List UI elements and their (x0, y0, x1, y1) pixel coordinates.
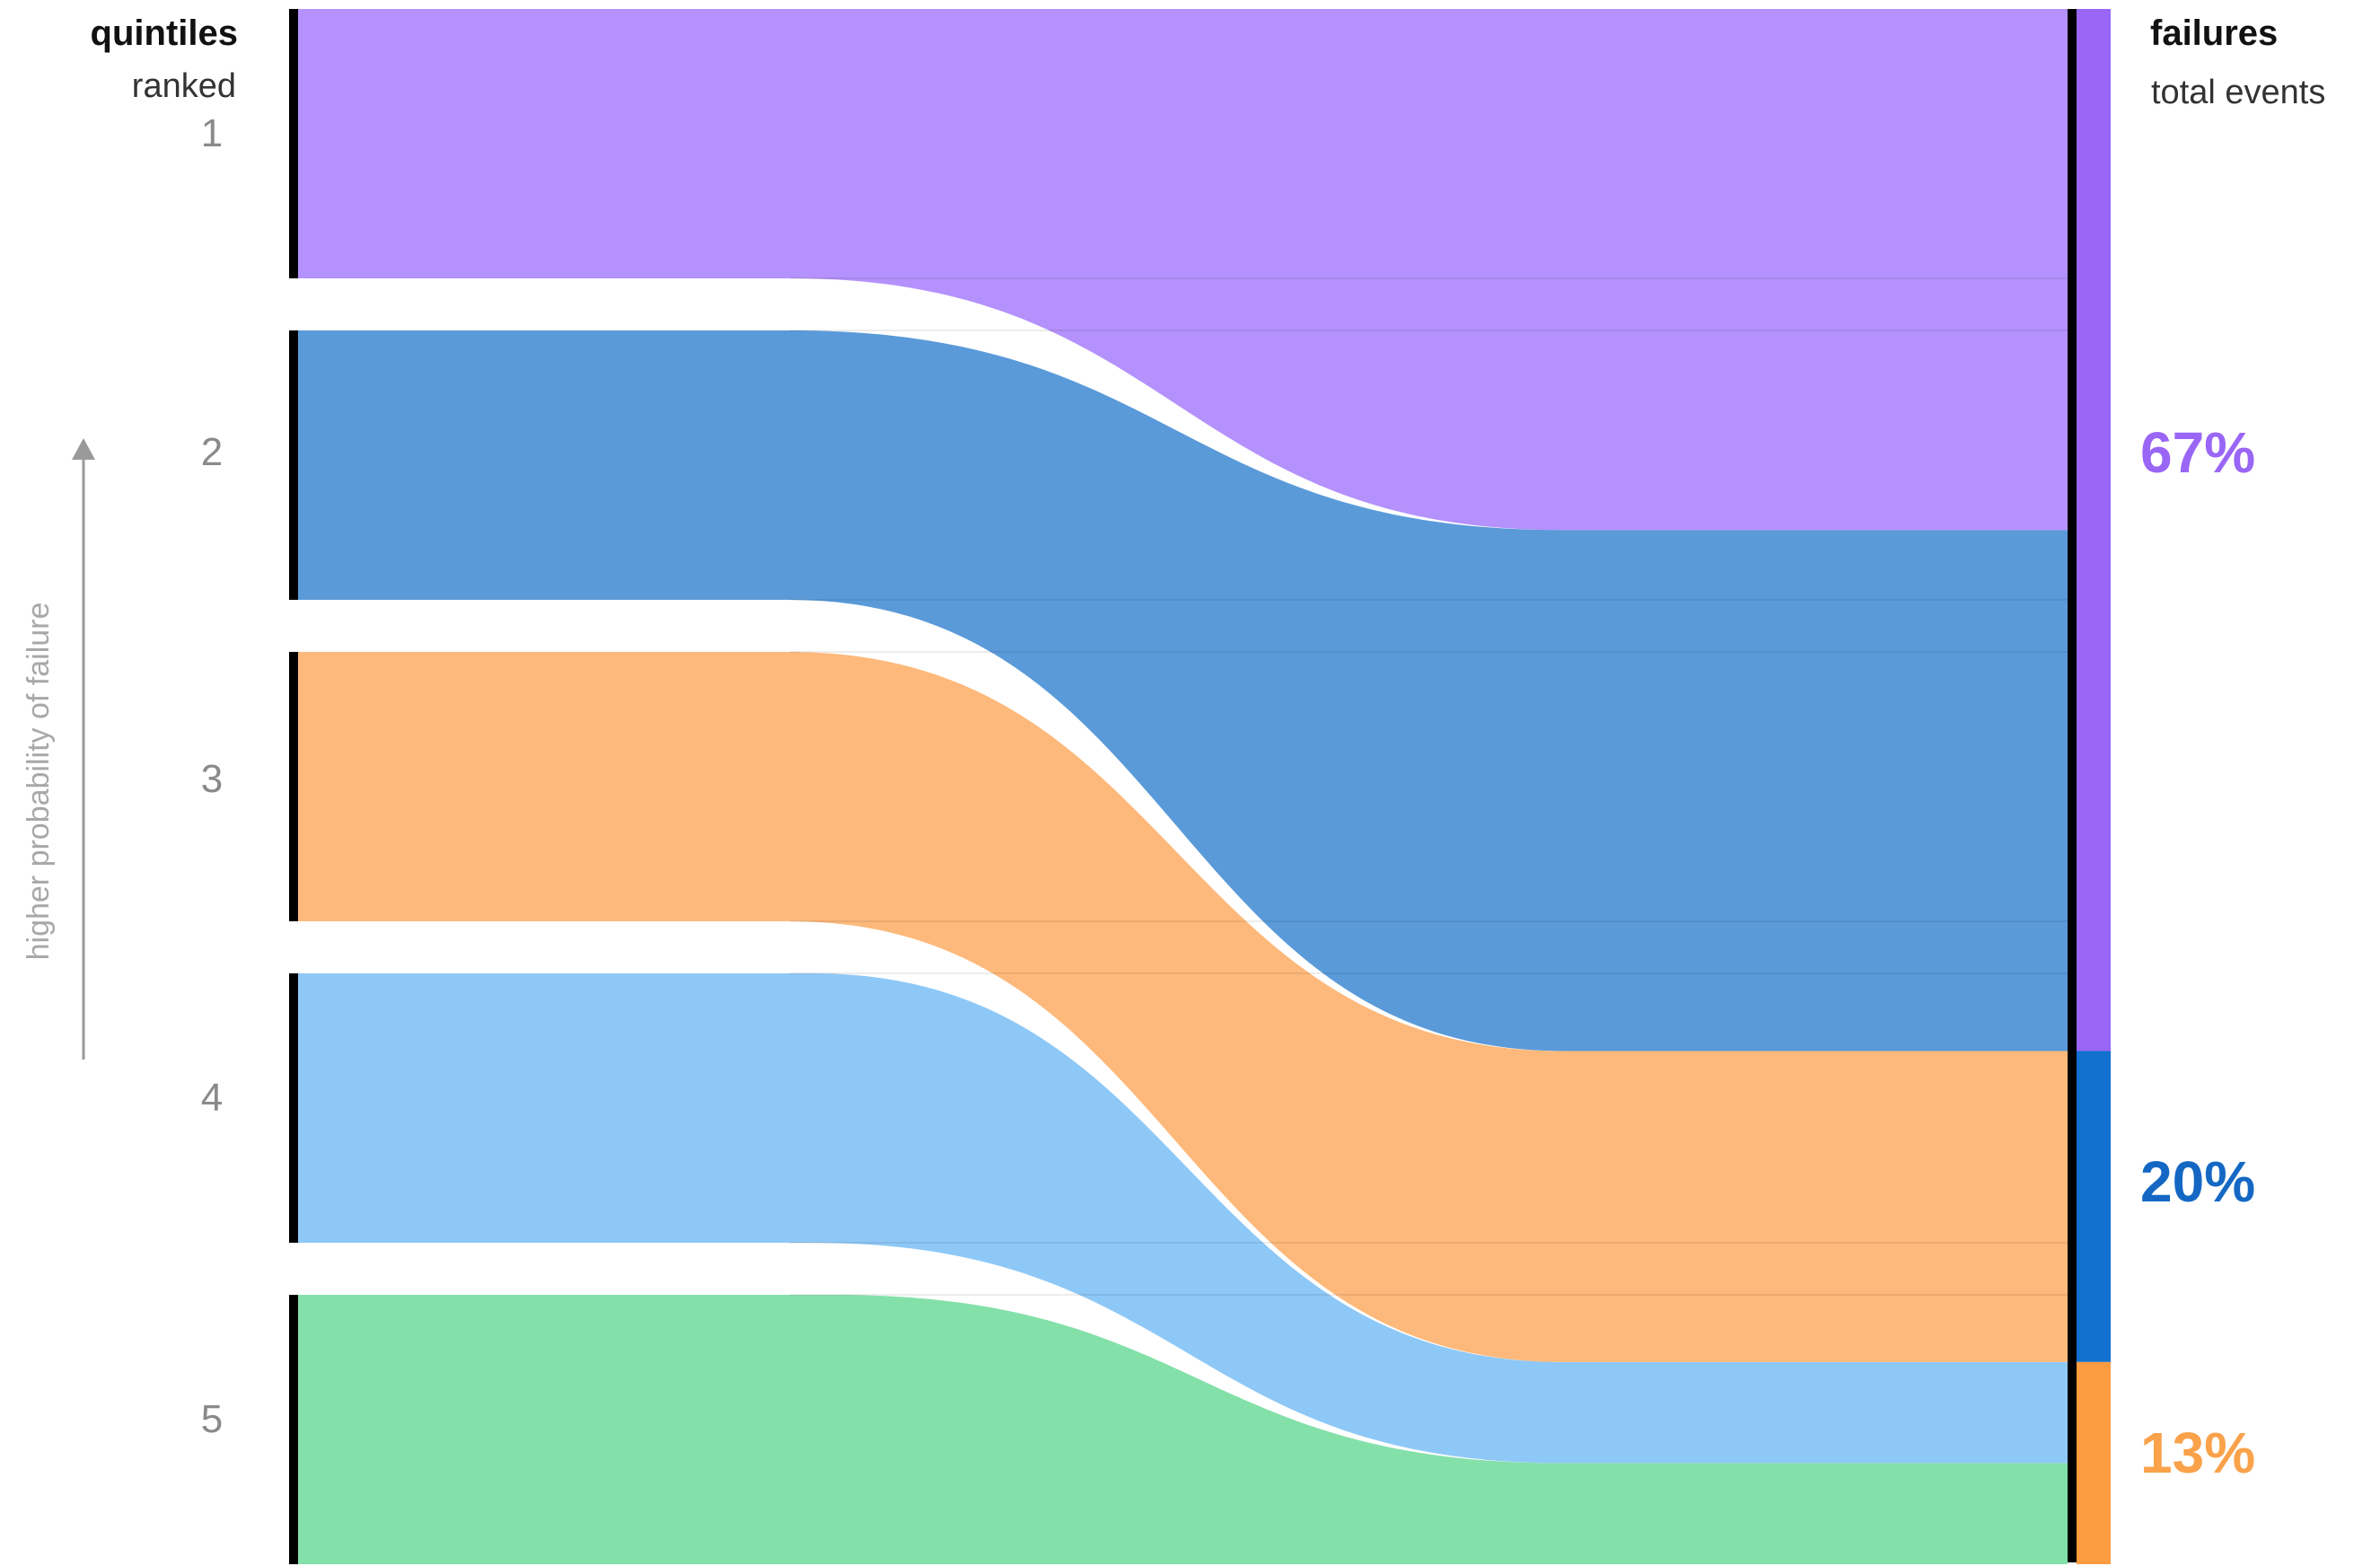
outcome-label-20: 20% (2140, 1149, 2255, 1214)
right-header-title: failures (2150, 13, 2278, 53)
outcome-label-67: 67% (2140, 420, 2255, 485)
flow-band-3-20% (292, 652, 2068, 1362)
flow-band-5-13% (292, 1295, 2068, 1564)
flow-layer (292, 9, 2068, 1564)
axis-note: higher probability of failure (22, 603, 56, 961)
quintile-bar-2 (289, 330, 298, 600)
quintile-label-5: 5 (201, 1397, 223, 1441)
quintile-label-2: 2 (201, 430, 223, 474)
quintile-bar-3 (289, 652, 298, 921)
flow-band-4-13% (292, 973, 2068, 1464)
outcome-labels: 67% 20% 13% (2140, 420, 2255, 1485)
outcome-bar-13 (2077, 1361, 2111, 1564)
arrow-up-icon (72, 438, 95, 460)
flow-band-1-67% (292, 9, 2068, 531)
flow-seam-layer (790, 277, 2068, 1296)
right-axis-line (2068, 9, 2077, 1562)
quintile-labels: 1 2 3 4 5 (201, 111, 223, 1441)
quintile-bar-5 (289, 1295, 298, 1564)
quintile-label-1: 1 (201, 111, 223, 155)
outcome-bar-20 (2077, 1051, 2111, 1362)
probability-arrow (72, 438, 95, 1060)
outcome-bar-67 (2077, 9, 2111, 1051)
flow-band-2-67% (292, 330, 2068, 1051)
outcome-bar-layer (2077, 9, 2111, 1564)
left-header-title: quintiles (91, 13, 238, 53)
quintile-bar-4 (289, 973, 298, 1243)
quintile-bar-layer (289, 9, 298, 1564)
quintile-label-3: 3 (201, 757, 223, 801)
quintile-label-4: 4 (201, 1076, 223, 1120)
right-header-subtitle: total events (2151, 74, 2325, 111)
outcome-label-13: 13% (2140, 1421, 2255, 1485)
left-header-subtitle: ranked (132, 67, 236, 105)
quintile-bar-1 (289, 9, 298, 278)
